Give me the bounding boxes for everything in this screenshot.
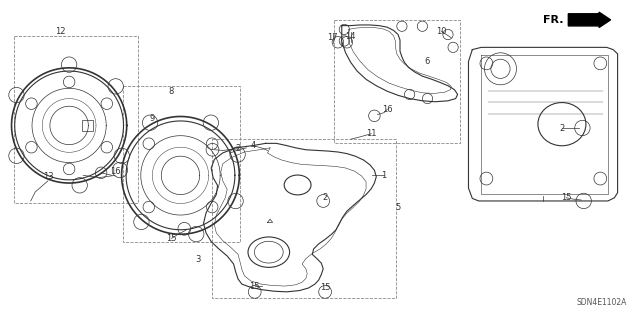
Bar xyxy=(212,139,396,298)
Text: 3: 3 xyxy=(196,255,201,264)
Text: 1: 1 xyxy=(381,171,387,180)
Text: FR.: FR. xyxy=(543,15,563,25)
Bar xyxy=(82,120,93,131)
Text: 2: 2 xyxy=(323,193,328,202)
Text: 4: 4 xyxy=(250,141,255,150)
Text: 15: 15 xyxy=(250,282,260,291)
FancyArrow shape xyxy=(568,12,611,28)
Text: 10: 10 xyxy=(436,27,447,36)
Text: 9: 9 xyxy=(150,114,155,123)
Text: 12: 12 xyxy=(56,27,66,36)
Text: 17: 17 xyxy=(328,33,338,42)
Bar xyxy=(14,36,138,203)
Text: 2: 2 xyxy=(236,144,241,153)
Text: 15: 15 xyxy=(166,234,177,243)
Bar xyxy=(334,20,460,143)
Text: 6: 6 xyxy=(425,57,430,66)
Text: 13: 13 xyxy=(43,172,53,181)
Text: 16: 16 xyxy=(110,167,120,176)
Text: 8: 8 xyxy=(169,87,174,96)
Text: 2: 2 xyxy=(559,124,564,132)
Text: 14: 14 xyxy=(346,32,356,41)
Text: 15: 15 xyxy=(320,283,330,292)
Text: 11: 11 xyxy=(366,129,376,138)
Text: SDN4E1102A: SDN4E1102A xyxy=(577,298,627,307)
Text: 15: 15 xyxy=(561,193,572,202)
Text: 5: 5 xyxy=(396,203,401,212)
Text: 16: 16 xyxy=(382,105,392,114)
Bar xyxy=(123,86,240,242)
